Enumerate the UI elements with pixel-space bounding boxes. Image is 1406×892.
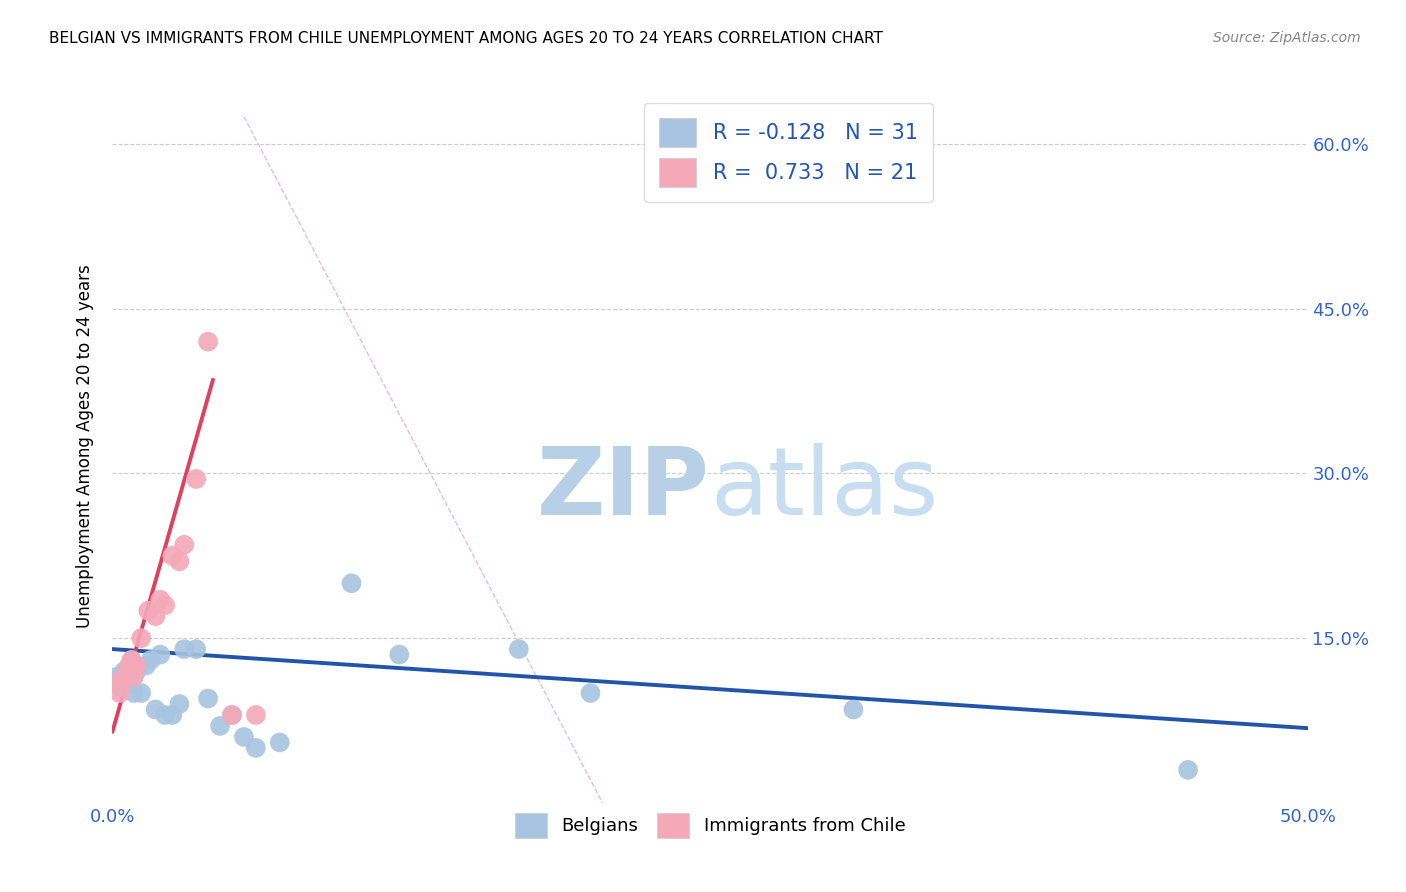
Point (173, 642, 195, 657)
Text: atlas: atlas (710, 442, 938, 535)
Text: ZIP: ZIP (537, 442, 710, 535)
Point (118, 658, 141, 673)
Point (197, 334, 219, 349)
Y-axis label: Unemployment Among Ages 20 to 24 years: Unemployment Among Ages 20 to 24 years (76, 264, 94, 628)
Point (118, 677, 141, 691)
Point (153, 708, 176, 723)
Point (138, 604, 160, 618)
Point (145, 609, 167, 624)
Point (162, 549, 183, 563)
Point (121, 653, 143, 667)
Point (129, 686, 152, 700)
Point (121, 653, 143, 667)
Point (108, 681, 131, 695)
Point (508, 642, 530, 657)
Point (122, 669, 145, 683)
Point (245, 740, 267, 755)
Point (169, 554, 191, 568)
Point (186, 472, 208, 486)
Point (197, 691, 219, 706)
Point (149, 648, 172, 662)
Point (111, 669, 134, 683)
Point (108, 686, 131, 700)
Point (129, 631, 152, 645)
Point (221, 708, 243, 723)
Point (388, 648, 411, 662)
Point (114, 669, 135, 683)
Point (125, 664, 148, 678)
Point (169, 697, 191, 711)
Point (162, 708, 183, 723)
Point (114, 664, 135, 678)
Point (115, 664, 138, 678)
Point (139, 653, 162, 667)
Point (145, 702, 167, 716)
Point (221, 708, 243, 723)
Point (153, 598, 176, 612)
Point (173, 538, 195, 552)
Point (269, 735, 291, 749)
Point (245, 708, 267, 723)
Point (842, 702, 865, 716)
Point (135, 658, 157, 673)
Point (105, 675, 128, 690)
Text: BELGIAN VS IMMIGRANTS FROM CHILE UNEMPLOYMENT AMONG AGES 20 TO 24 YEARS CORRELAT: BELGIAN VS IMMIGRANTS FROM CHILE UNEMPLO… (49, 31, 883, 46)
Point (1177, 763, 1199, 777)
Point (149, 592, 172, 607)
Point (115, 675, 138, 690)
Point (122, 686, 145, 700)
Point (340, 576, 363, 591)
Point (579, 686, 602, 700)
Point (209, 719, 232, 733)
Text: Source: ZipAtlas.com: Source: ZipAtlas.com (1213, 31, 1361, 45)
Point (233, 730, 256, 744)
Point (125, 658, 148, 673)
Point (186, 642, 208, 657)
Point (105, 669, 128, 683)
Point (111, 675, 134, 690)
Legend: Belgians, Immigrants from Chile: Belgians, Immigrants from Chile (506, 804, 914, 847)
